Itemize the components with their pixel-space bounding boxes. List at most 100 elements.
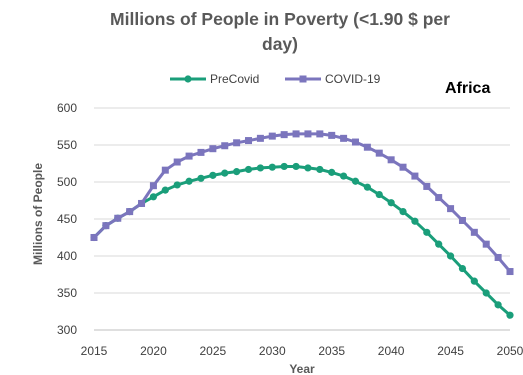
data-point-precovid xyxy=(435,240,443,248)
data-point-covid xyxy=(292,130,300,138)
data-point-precovid xyxy=(316,165,324,174)
data-point-precovid xyxy=(423,228,431,236)
data-point-precovid xyxy=(256,164,264,172)
data-point-precovid xyxy=(268,163,276,171)
y-tick-labels: 300 350 400 450 500 550 600 xyxy=(57,101,77,337)
data-point-covid xyxy=(138,199,146,207)
data-point-covid xyxy=(221,142,229,150)
data-point-precovid xyxy=(494,301,502,309)
data-point-precovid xyxy=(328,168,336,176)
data-point-covid xyxy=(209,145,217,153)
series-line-1 xyxy=(92,132,512,273)
x-tick-label: 2035 xyxy=(318,344,345,358)
data-point-covid xyxy=(316,130,324,138)
data-point-covid xyxy=(435,194,443,202)
y-tick-label: 450 xyxy=(57,212,77,226)
data-point-covid xyxy=(90,234,98,241)
data-point-covid xyxy=(423,182,431,190)
data-point-covid xyxy=(161,166,169,174)
data-point-covid xyxy=(494,253,502,261)
y-tick-label: 300 xyxy=(57,323,77,337)
legend: PreCovid COVID-19 xyxy=(170,72,381,86)
data-point-precovid xyxy=(280,162,288,171)
legend-marker-covid xyxy=(299,75,307,83)
series-layer xyxy=(90,130,514,319)
data-point-covid xyxy=(197,148,205,156)
data-point-precovid xyxy=(506,311,514,319)
data-point-precovid xyxy=(233,168,241,176)
data-point-precovid xyxy=(387,199,395,207)
chart-title-line-1: Millions of People in Poverty (<1.90 $ p… xyxy=(110,9,450,29)
data-point-covid xyxy=(233,139,241,147)
data-point-precovid xyxy=(458,264,467,273)
data-point-covid xyxy=(470,228,478,236)
data-point-covid xyxy=(328,131,336,139)
data-point-precovid xyxy=(375,190,383,199)
data-point-covid xyxy=(280,131,288,139)
data-point-precovid xyxy=(351,177,360,185)
data-point-precovid xyxy=(173,181,181,189)
data-point-precovid xyxy=(482,289,490,297)
data-point-covid xyxy=(447,205,455,213)
data-point-precovid xyxy=(185,177,193,185)
data-point-precovid xyxy=(340,172,348,180)
data-point-covid xyxy=(351,138,359,146)
data-point-precovid xyxy=(244,165,253,174)
y-tick-label: 400 xyxy=(57,249,77,263)
y-tick-label: 600 xyxy=(57,101,77,115)
data-point-covid xyxy=(375,149,383,157)
data-point-covid xyxy=(411,172,419,180)
data-point-precovid xyxy=(292,162,300,171)
data-point-precovid xyxy=(197,174,205,182)
y-axis-title: Millions of People xyxy=(31,163,45,265)
y-tick-label: 350 xyxy=(57,286,77,300)
legend-entry-covid: COVID-19 xyxy=(285,72,381,86)
gridlines xyxy=(94,107,510,331)
data-point-precovid xyxy=(399,208,407,216)
data-point-covid xyxy=(482,240,490,248)
data-point-precovid xyxy=(161,186,169,194)
legend-label-precovid: PreCovid xyxy=(210,72,259,86)
data-point-covid xyxy=(304,130,312,138)
chart-title-line-2: day) xyxy=(262,34,298,54)
data-point-covid xyxy=(102,222,110,230)
data-point-precovid xyxy=(304,164,312,172)
region-annotation: Africa xyxy=(445,80,490,97)
data-point-covid xyxy=(114,214,122,222)
data-point-precovid xyxy=(363,183,371,191)
data-point-covid xyxy=(268,132,276,140)
data-point-covid xyxy=(340,134,348,142)
x-tick-label: 2045 xyxy=(437,344,464,358)
x-axis-title: Year xyxy=(289,362,315,375)
data-point-precovid xyxy=(470,277,478,285)
x-tick-label: 2040 xyxy=(378,344,405,358)
data-point-precovid xyxy=(209,171,217,179)
data-point-covid xyxy=(458,216,466,224)
data-point-covid xyxy=(245,137,253,145)
x-tick-label: 2015 xyxy=(81,344,108,358)
y-tick-label: 550 xyxy=(57,138,77,152)
legend-label-covid: COVID-19 xyxy=(325,72,381,86)
data-point-covid xyxy=(256,134,264,142)
y-tick-label: 500 xyxy=(57,175,77,189)
data-point-precovid xyxy=(446,252,455,260)
x-tick-label: 2020 xyxy=(140,344,167,358)
legend-entry-precovid: PreCovid xyxy=(170,72,259,86)
data-point-covid xyxy=(506,268,514,276)
legend-marker-precovid xyxy=(184,75,192,83)
data-point-precovid xyxy=(221,169,229,177)
data-point-covid xyxy=(185,152,193,160)
data-point-covid xyxy=(387,156,395,164)
data-point-covid xyxy=(399,163,407,171)
x-tick-labels: 2015 2020 2025 2030 2035 2040 2045 2050 xyxy=(81,344,523,358)
data-point-covid xyxy=(126,208,134,216)
data-point-covid xyxy=(363,143,371,151)
data-point-covid xyxy=(149,182,157,190)
data-point-precovid xyxy=(411,217,419,225)
data-point-precovid xyxy=(149,193,158,201)
x-tick-label: 2025 xyxy=(200,344,227,358)
x-tick-label: 2030 xyxy=(259,344,286,358)
data-point-covid xyxy=(173,158,181,166)
x-tick-label: 2050 xyxy=(497,344,523,358)
